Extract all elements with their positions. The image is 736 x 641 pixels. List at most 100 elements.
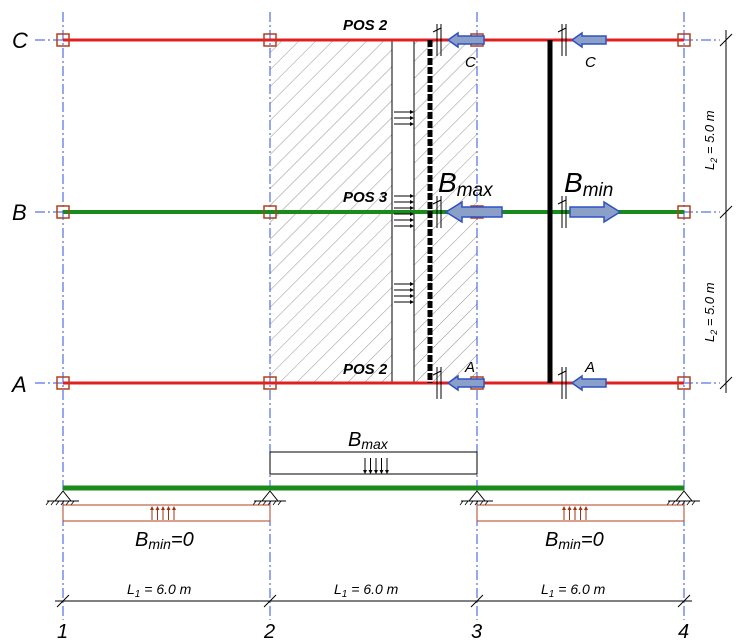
support-hatch (464, 500, 469, 506)
bmin-arrowhead (150, 506, 154, 510)
l1-ticks (56, 594, 691, 608)
pos3-label: POS 3 (343, 189, 388, 206)
pos2-bottom-label: POS 2 (343, 361, 388, 378)
joint-marker (677, 33, 691, 47)
support-triangle (467, 490, 487, 502)
column-label-1: 1 (57, 621, 68, 641)
bmax-arrowhead (368, 470, 373, 474)
support-hatch (691, 500, 696, 506)
section-c-right: C (585, 54, 596, 71)
arrow-bmin (569, 200, 622, 224)
bmin-arrowhead (578, 506, 583, 510)
joint-marker (56, 376, 70, 390)
arrow-a-left (446, 374, 485, 392)
beam-supports (45, 490, 700, 506)
joint-marker (263, 205, 277, 219)
support-hatch (252, 500, 257, 506)
section-c-left: C (465, 54, 476, 71)
joint-marker (263, 33, 277, 47)
bmin-arrowhead (155, 506, 160, 510)
bmin-right-label: Bmin=0 (545, 529, 604, 552)
strip-arrowhead (410, 294, 414, 298)
l1-span-3-label: L1 = 6.0 m (541, 581, 606, 600)
support-hatch (45, 500, 50, 506)
support-hatch (277, 500, 282, 506)
load-bmax-box (269, 451, 478, 475)
arrow-c-right (570, 31, 607, 49)
strip-arrowhead (410, 116, 414, 120)
joint-marker (56, 33, 70, 47)
strip-arrowhead (410, 194, 414, 198)
bmax-arrowhead (379, 470, 384, 474)
support-hatch (50, 500, 55, 506)
support-hatch (671, 500, 676, 506)
load-bmax-label: Bmax (348, 429, 389, 452)
bmin-arrowhead (567, 506, 572, 510)
bmin-label: Bmin (564, 167, 613, 201)
strip-load-arrows (394, 110, 414, 304)
l2-ticks (719, 33, 733, 390)
support-triangle (260, 490, 280, 502)
bmax-arrowhead (374, 470, 378, 474)
support-triangle (53, 490, 73, 502)
pos2-top-label: POS 2 (343, 17, 388, 34)
support-hatch (479, 500, 484, 506)
bmax-label: Bmax (438, 167, 494, 201)
column-label-3: 3 (471, 621, 482, 641)
strip-arrowhead (410, 122, 414, 126)
strip-arrowhead (410, 288, 414, 292)
support-hatch (267, 500, 272, 506)
column-label-4: 4 (678, 621, 689, 641)
section-a-right: A (584, 359, 595, 376)
column-label-2: 2 (263, 621, 275, 641)
support-hatch (474, 500, 479, 506)
support-hatch (65, 500, 70, 506)
strip-arrowhead (410, 206, 414, 210)
l2-top-label: L2 = 5.0 m (702, 110, 719, 170)
load-bmax-arrows (363, 458, 389, 474)
strip-arrowhead (410, 224, 414, 228)
support-hatch (262, 500, 267, 506)
support-hatch (272, 500, 277, 506)
bmin-left-label: Bmin=0 (135, 529, 194, 552)
bmin-arrowhead (562, 506, 566, 510)
strip-arrowhead (410, 300, 414, 304)
bmin-arrowhead (166, 506, 171, 510)
support-hatch (666, 500, 671, 506)
support-hatch (686, 500, 691, 506)
l2-bottom-label: L2 = 5.0 m (702, 282, 719, 342)
row-label-a: A (10, 372, 27, 397)
arrow-a-right (570, 374, 607, 392)
joint-marker (677, 376, 691, 390)
l1-span-1-label: L1 = 6.0 m (127, 581, 192, 600)
joint-marker (677, 205, 691, 219)
section-cuts (432, 24, 567, 399)
joint-marker (263, 376, 277, 390)
strip-arrowhead (410, 282, 414, 286)
joint-marker (56, 205, 70, 219)
bmin-arrowhead (172, 506, 176, 510)
row-label-b: B (12, 200, 27, 225)
load-bmin-arrows (150, 506, 588, 520)
load-bmin-left-box (62, 504, 271, 522)
row-label-c: C (12, 28, 28, 53)
bmax-arrowhead (363, 470, 367, 474)
reaction-arrows (444, 31, 622, 392)
support-hatch (55, 500, 60, 506)
strip-arrowhead (410, 200, 414, 204)
support-hatch (60, 500, 65, 506)
support-hatch (484, 500, 489, 506)
arrow-c-left (446, 31, 485, 49)
strip-arrowhead (410, 110, 414, 114)
l1-span-2-label: L1 = 6.0 m (334, 581, 399, 600)
bmin-arrowhead (584, 506, 588, 510)
support-hatch (676, 500, 681, 506)
support-hatch (681, 500, 686, 506)
strip-arrowhead (410, 212, 414, 216)
support-hatch (459, 500, 464, 506)
support-hatch (70, 500, 75, 506)
bmax-arrowhead (385, 470, 389, 474)
bmin-arrowhead (573, 506, 577, 510)
